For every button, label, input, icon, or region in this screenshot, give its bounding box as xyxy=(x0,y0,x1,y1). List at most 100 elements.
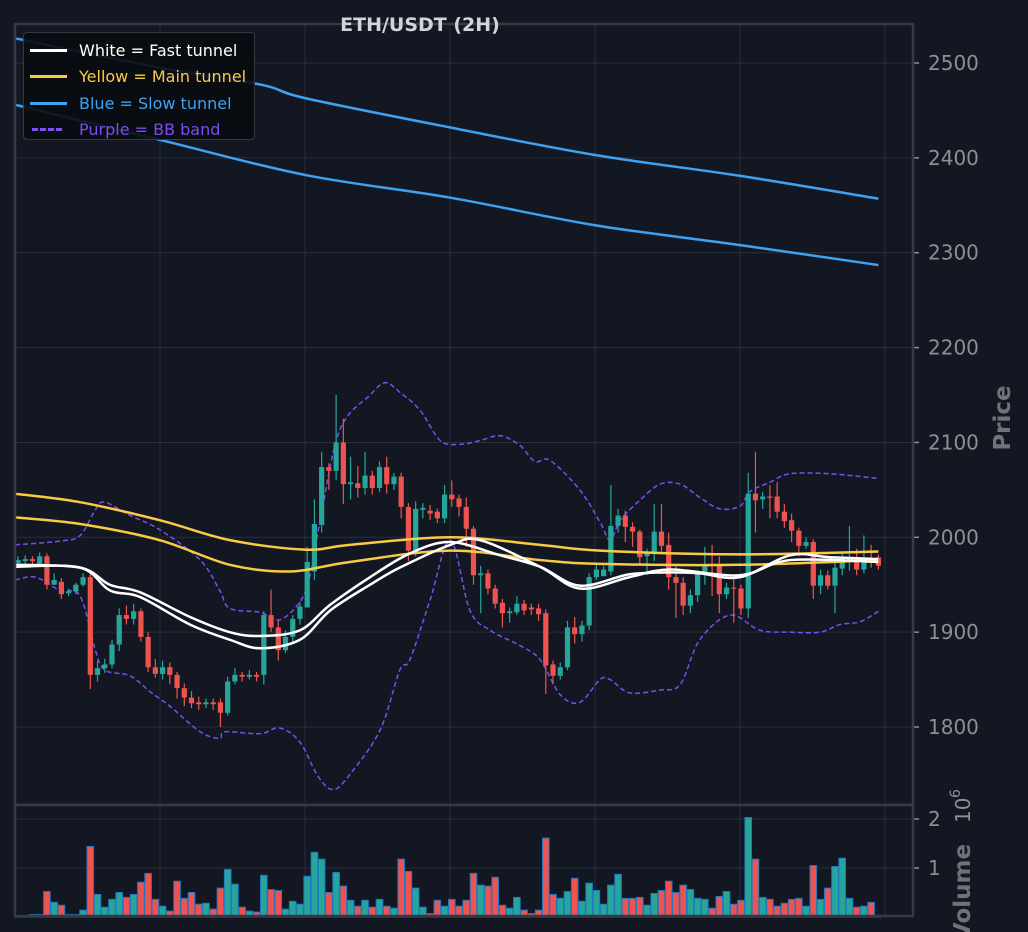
volume-panel-frame xyxy=(13,803,915,918)
candle-body xyxy=(774,496,780,512)
candle-body xyxy=(752,493,759,501)
volume-scale-base: 10 xyxy=(951,798,975,823)
candle-body xyxy=(666,544,672,578)
candle-body xyxy=(29,559,36,562)
volume-bar xyxy=(317,858,326,918)
volume-bar xyxy=(541,837,550,918)
candle-body xyxy=(297,606,303,619)
candle-body xyxy=(781,511,787,522)
candle-body xyxy=(767,496,773,498)
candle-body xyxy=(268,615,274,628)
candle-body xyxy=(651,531,657,554)
volume-bar xyxy=(303,875,311,918)
legend-item-fast: White = Fast tunnel xyxy=(30,37,254,64)
volume-bar xyxy=(795,897,803,918)
volume-axis-label: Volume xyxy=(950,844,976,932)
volume-bar xyxy=(173,880,181,918)
candle-body xyxy=(485,573,491,589)
candle-body xyxy=(138,611,144,637)
candle-body xyxy=(304,561,310,608)
volume-bar xyxy=(787,898,796,918)
candle-body xyxy=(644,553,650,557)
candle-body xyxy=(789,520,795,531)
candle-body xyxy=(622,515,628,527)
legend-swatch-main xyxy=(30,75,67,79)
candle-body xyxy=(217,702,224,713)
candle-body xyxy=(861,559,867,570)
candle-body xyxy=(658,531,665,546)
candle-body xyxy=(123,615,130,619)
candle-body xyxy=(854,559,860,570)
volume-bar xyxy=(563,891,572,918)
candle-body xyxy=(391,476,397,485)
candle-body xyxy=(702,564,708,575)
candle-body xyxy=(608,525,614,572)
volume-bar xyxy=(375,898,384,918)
legend-item-slow: Blue = Slow tunnel xyxy=(30,90,254,117)
candle-body xyxy=(839,559,845,569)
candle-body xyxy=(116,615,122,645)
candle-body xyxy=(196,702,202,705)
volume-bar xyxy=(223,868,232,918)
volume-bar xyxy=(115,892,124,918)
volume-bar xyxy=(187,892,196,918)
volume-bar xyxy=(469,872,478,918)
legend-label-main: Yellow = Main tunnel xyxy=(79,67,247,87)
candle-body xyxy=(557,667,563,676)
volume-bar xyxy=(267,889,275,918)
legend-swatch-bb xyxy=(32,128,62,132)
volume-bar xyxy=(556,897,565,918)
volume-bar xyxy=(491,876,499,918)
legend-swatch-slow xyxy=(30,101,67,105)
candle-body xyxy=(109,644,115,665)
candle-body xyxy=(514,603,520,613)
candle-body xyxy=(716,564,722,595)
volume-bar xyxy=(549,893,557,918)
volume-bar xyxy=(310,851,319,918)
candle-body xyxy=(44,556,50,585)
candle-body xyxy=(731,587,737,589)
candle-body xyxy=(369,475,375,488)
volume-bar xyxy=(513,896,521,918)
volume-bar xyxy=(693,897,702,918)
candle-body xyxy=(535,608,542,615)
candle-body xyxy=(37,556,43,564)
candle-body xyxy=(376,467,383,488)
candle-body xyxy=(174,674,180,689)
candle-body xyxy=(507,611,513,614)
volume-bar xyxy=(448,898,456,918)
price-tick-label: 1900 xyxy=(928,620,979,644)
volume-bar xyxy=(737,899,745,918)
volume-bar xyxy=(751,858,760,918)
candle-body xyxy=(167,667,173,675)
volume-bar xyxy=(151,898,160,918)
candle-body xyxy=(152,667,158,674)
volume-bar xyxy=(216,887,225,918)
volume-bar xyxy=(570,877,579,918)
candle-body xyxy=(319,467,325,525)
candle-body xyxy=(572,627,578,635)
candle-body xyxy=(564,627,571,668)
volume-bar xyxy=(332,871,340,918)
candle-body xyxy=(738,588,744,609)
candle-body xyxy=(615,515,621,526)
volume-tick-label: 1 xyxy=(928,856,941,880)
volume-bar xyxy=(614,873,622,918)
volume-bar xyxy=(144,872,152,918)
chart-title: ETH/USDT (2H) xyxy=(340,14,500,36)
volume-bar xyxy=(744,817,753,918)
volume-bar xyxy=(108,898,116,918)
candle-body xyxy=(51,579,57,585)
candle-body xyxy=(340,442,346,485)
volume-bar xyxy=(607,884,615,918)
price-tick-label: 2500 xyxy=(928,51,979,75)
candle-body xyxy=(73,584,79,592)
candle-body xyxy=(637,531,643,558)
candle-body xyxy=(441,494,448,519)
bb-upper-line xyxy=(15,381,879,621)
candle-body xyxy=(629,526,636,532)
bb-lower-line xyxy=(15,539,879,791)
candle-body xyxy=(499,602,506,614)
candle-body xyxy=(586,577,592,626)
candle-body xyxy=(253,674,260,677)
